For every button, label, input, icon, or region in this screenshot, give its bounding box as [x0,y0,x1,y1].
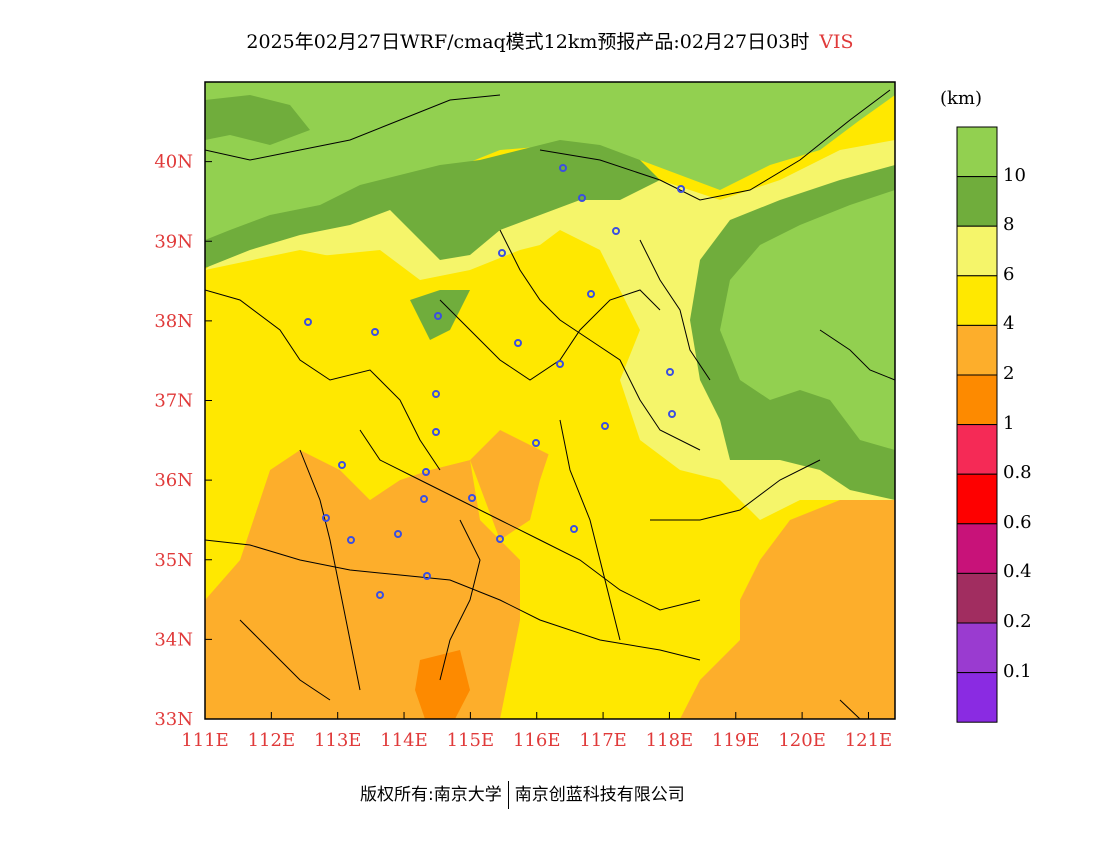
station-marker [578,194,586,202]
legend-label: 0.2 [1003,611,1032,632]
legend-label: 0.6 [1003,511,1032,533]
field-4-6km-east [620,480,740,620]
station-marker [422,468,430,476]
x-tick-label: 114E [380,730,428,751]
legend-label: 0.8 [1003,462,1032,484]
station-marker [468,494,476,502]
station-marker [371,328,379,336]
station-marker [434,312,442,320]
station-marker [338,461,346,469]
x-tick-label: 119E [712,730,760,751]
footer: 版权所有:南京大学 南京创蓝科技有限公司 [360,780,685,809]
chart-title: 2025年02月27日WRF/cmaq模式12km预报产品:02月27日03时 V… [0,27,1100,54]
station-marker [347,536,355,544]
legend-label: 1 [1003,412,1015,434]
footer-company: 南京创蓝科技有限公司 [514,785,685,805]
field-10km-north [205,82,895,265]
legend-label: 10 [1003,164,1026,186]
x-tick-label: 111E [181,730,229,751]
station-marker [322,514,330,522]
field-8-10km-nw [205,95,310,145]
y-axis: 33N 34N 35N 36N 37N 38N 39N 40N [154,152,212,730]
x-tick-label: 120E [778,730,826,751]
legend-swatch [956,324,998,376]
legend-label: 0.4 [1003,561,1032,583]
station-marker [559,164,567,172]
field-1-2km [415,650,470,719]
station-marker [666,368,674,376]
x-tick-label: 113E [314,730,362,751]
y-tick-label: 37N [154,391,193,412]
station-marker [496,535,504,543]
y-tick-label: 38N [154,311,193,332]
legend-swatch [956,622,998,674]
y-tick-label: 34N [154,629,193,650]
map-fields [205,82,895,719]
y-tick-label: 39N [154,231,193,252]
station-marker [668,410,676,418]
legend-label: 2 [1003,363,1015,384]
station-marker [514,339,522,347]
legend-colorbar [956,126,998,723]
legend-swatch [956,523,998,574]
title-variable: VIS [819,31,854,53]
legend-label: 0.1 [1003,660,1032,682]
boundaries [205,89,895,719]
legend-swatch [956,275,998,326]
y-tick-label: 33N [154,709,193,730]
legend-swatch [956,126,998,178]
y-tick-label: 40N [154,152,193,173]
legend-label: 6 [1003,263,1015,285]
x-tick-label: 112E [248,730,296,751]
station-markers [304,164,685,599]
legend-unit: (km) [940,88,983,109]
station-marker [532,439,540,447]
field-8-10km-north [205,140,660,268]
field-2-4km-se [680,500,895,719]
field-2-4km-sw [205,450,520,719]
title-main: 2025年02月27日WRF/cmaq模式12km预报产品:02月27日03时 [246,31,810,53]
field-4-6km-interior [205,240,620,600]
legend-swatch [956,672,998,723]
legend-swatch [956,424,998,475]
field-2-4km-c [470,420,560,540]
field-10km-east [720,190,895,450]
station-marker [677,185,685,193]
station-marker [587,290,595,298]
x-axis: 111E 112E 113E 114E 115E 116E 117E 118E 119E 120E… [181,712,892,751]
station-marker [601,422,609,430]
legend-label: 8 [1003,214,1015,236]
x-tick-label: 118E [646,730,694,751]
station-marker [498,249,506,257]
x-tick-label: 115E [447,730,495,751]
legend-swatch [956,473,998,525]
y-tick-label: 35N [154,550,193,571]
station-marker [376,591,384,599]
station-marker [612,227,620,235]
station-marker [570,525,578,533]
station-marker [432,428,440,436]
footer-separator [507,781,509,809]
x-tick-label: 117E [579,730,627,751]
legend-swatch [956,225,998,277]
legend-swatch [956,572,998,624]
station-marker [420,495,428,503]
legend-swatch [956,176,998,227]
station-marker [432,390,440,398]
x-tick-label: 121E [845,730,893,751]
station-marker [304,318,312,326]
y-tick-label: 36N [154,470,193,491]
station-marker [556,360,564,368]
station-marker [423,572,431,580]
station-marker [394,530,402,538]
legend-swatch [956,374,998,426]
legend-label: 4 [1003,313,1015,335]
x-tick-label: 116E [513,730,561,751]
footer-owner: 版权所有:南京大学 [360,785,502,805]
